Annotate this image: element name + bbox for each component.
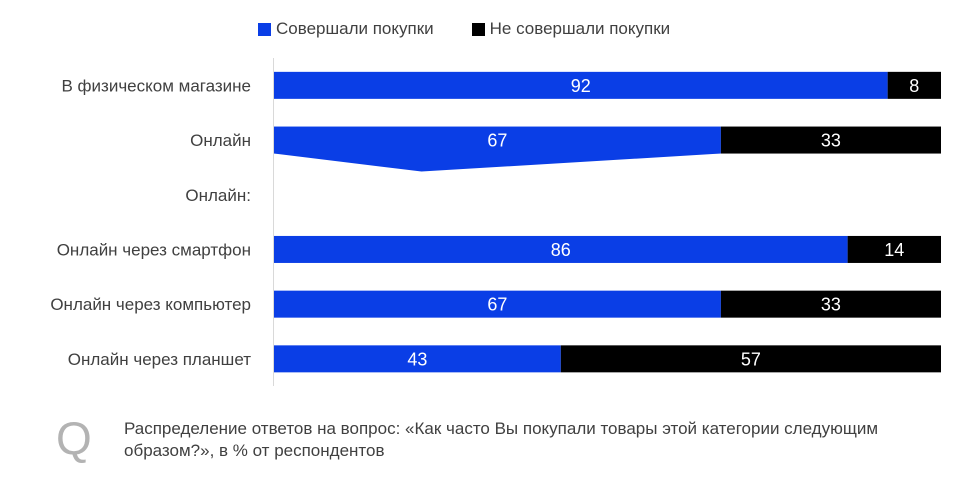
data-label-not-purchased-0: 8 <box>909 76 919 96</box>
breakdown-callout-wedge <box>274 153 721 172</box>
data-label-purchased-4: 67 <box>487 295 507 315</box>
legend-item-not-purchased: Не совершали покупки <box>471 19 671 39</box>
data-label-not-purchased-3: 14 <box>884 240 904 260</box>
note: Q Распределение ответов на вопрос: «Как … <box>56 412 956 472</box>
category-label-1: Онлайн <box>190 131 251 150</box>
data-label-purchased-0: 92 <box>571 76 591 96</box>
note-text: Распределение ответов на вопрос: «Как ча… <box>124 419 879 460</box>
bar-purchased-5 <box>274 345 561 373</box>
bar-purchased-3 <box>274 235 848 263</box>
data-label-purchased-5: 43 <box>407 349 427 369</box>
question-icon: Q <box>56 412 92 464</box>
data-label-not-purchased-5: 57 <box>741 349 761 369</box>
bar-purchased-0 <box>274 71 888 99</box>
legend-label-not-purchased: Не совершали покупки <box>489 19 671 38</box>
data-label-purchased-3: 86 <box>551 240 571 260</box>
bar-not-purchased-5 <box>560 345 941 373</box>
legend-item-purchased: Совершали покупки <box>258 19 434 39</box>
legend-label-purchased: Совершали покупки <box>276 19 434 38</box>
legend-swatch-purchased <box>258 22 271 36</box>
category-label-3: Онлайн через смартфон <box>57 240 251 259</box>
category-label-5: Онлайн через планшет <box>68 350 251 369</box>
bar-not-purchased-4 <box>720 290 941 318</box>
category-labels-group: В физическом магазине Онлайн Онлайн: Онлайн… <box>50 76 251 369</box>
bar-not-purchased-3 <box>847 235 941 263</box>
data-label-not-purchased-1: 33 <box>821 131 841 151</box>
bar-purchased-1 <box>274 126 721 154</box>
category-label-4: Онлайн через компьютер <box>50 295 251 314</box>
bar-not-purchased-0 <box>887 71 941 99</box>
category-label-0: В физическом магазине <box>61 76 251 95</box>
legend: Совершали покупки Не совершали покупки <box>258 19 708 39</box>
data-label-purchased-1: 67 <box>487 131 507 151</box>
stacked-bar-chart: 92 8 67 33 86 14 67 33 43 57 В физическом магазин… <box>50 58 941 386</box>
legend-swatch-not-purchased <box>471 22 485 36</box>
bars-group: 92 8 67 33 86 14 67 33 43 57 <box>274 71 941 373</box>
bar-purchased-4 <box>274 290 721 318</box>
data-label-not-purchased-4: 33 <box>821 295 841 315</box>
category-label-2: Онлайн: <box>185 186 251 205</box>
bar-not-purchased-1 <box>720 126 941 154</box>
